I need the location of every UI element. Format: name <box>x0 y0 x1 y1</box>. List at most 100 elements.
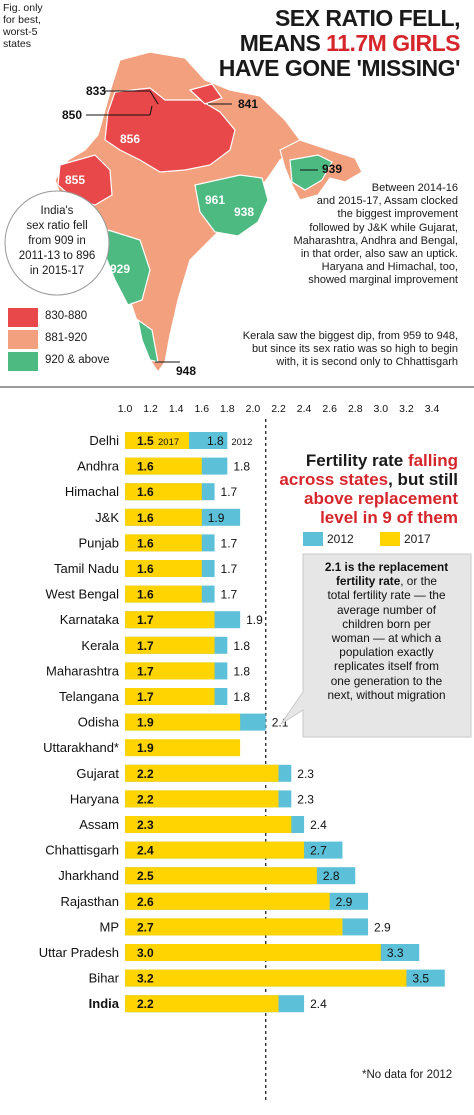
chart-title-red: falling <box>407 451 458 470</box>
callout-line-833-drop <box>149 90 159 105</box>
value-label-2017: 2.2 <box>137 767 154 781</box>
note-line: next, without migration <box>327 687 446 702</box>
year-tag-2012: 2012 <box>231 437 252 448</box>
bar-row: Kerala 1.7 1.8 <box>81 636 250 654</box>
x-tick-label: 1.0 <box>118 403 133 415</box>
headline-prefix: MEANS <box>239 30 327 56</box>
x-tick-label: 3.2 <box>399 403 414 415</box>
note-line: population exactly <box>339 645 434 660</box>
bar-row: Assam 2.3 2.4 <box>79 816 327 833</box>
paragraph-line: and 2015-17, Assam clocked <box>316 195 458 208</box>
paragraph-line: followed by J&K while Gujarat, <box>309 221 458 234</box>
value-label-2012: 1.8 <box>207 434 224 448</box>
category-label: Odisha <box>78 715 120 730</box>
bar-2017 <box>125 867 317 885</box>
replacement-rate-note: 2.1 is the replacement fertility rate, o… <box>305 560 468 702</box>
value-label-2012: 1.7 <box>221 536 238 550</box>
value-label-2017: 1.6 <box>137 460 154 474</box>
map-low-ratio-northwest <box>104 87 236 173</box>
value-label-2017: 2.5 <box>137 869 154 883</box>
india-circle-line: sex ratio fell <box>26 220 88 232</box>
bar-2017 <box>125 534 202 552</box>
map-high-ratio-northeast <box>289 154 333 191</box>
paragraph-line: in that order, also saw an uptick. <box>300 248 458 261</box>
value-label-2017: 2.3 <box>137 818 154 832</box>
section-divider <box>0 386 474 388</box>
bar-row: Karnataka 1.7 1.9 <box>60 611 263 629</box>
category-label: India <box>89 996 120 1011</box>
bar-2017 <box>125 764 279 782</box>
category-label: Telangana <box>59 689 120 704</box>
x-tick-label: 2.2 <box>271 403 286 415</box>
category-label: Andhra <box>77 459 120 474</box>
category-label: Gujarat <box>76 766 119 781</box>
value-label-2012: 2.4 <box>310 818 327 832</box>
callout-line-850-rise <box>149 105 153 116</box>
bar-2017 <box>125 739 241 757</box>
chart-title-plain: Fertility rate <box>305 451 408 470</box>
note-line: children born per <box>342 616 431 631</box>
india-circle-line: in 2015-17 <box>29 265 85 277</box>
fig-note-line: worst-5 <box>3 26 38 38</box>
india-circle-line: 2011-13 to 896 <box>18 250 96 262</box>
value-label-2012: 3.3 <box>387 946 404 960</box>
value-label-2012: 3.5 <box>412 972 429 986</box>
x-tick-label: 1.2 <box>143 403 158 415</box>
value-label-2012: 2.7 <box>310 844 327 858</box>
map-high-ratio-south <box>137 318 159 363</box>
value-label-2017: 1.6 <box>137 485 154 499</box>
x-tick-label: 3.0 <box>374 403 389 415</box>
value-label-2012: 1.8 <box>233 460 250 474</box>
paragraph-kerala: Kerala saw the biggest dip, from 959 to … <box>188 330 458 370</box>
chart-title-line-4: level in 9 of them <box>320 508 458 527</box>
bar-row: Chhattisgarh 2.4 2.7 <box>45 841 343 859</box>
bar-row: Himachal 1.6 1.7 <box>65 483 238 501</box>
value-label-2012: 2.9 <box>336 895 353 909</box>
category-label: West Bengal <box>46 587 120 602</box>
note-line: average number of <box>336 602 437 617</box>
x-tick-label: 2.6 <box>322 403 337 415</box>
india-map <box>4 51 363 374</box>
paragraph-line: but since its sex ratio was so high to b… <box>251 343 458 356</box>
bar-row: West Bengal 1.6 1.7 <box>46 585 238 603</box>
category-label: Bihar <box>89 971 120 986</box>
value-label-2017: 2.2 <box>137 792 154 806</box>
note-line: total fertility rate — the <box>327 588 446 603</box>
map-label-938: 938 <box>234 205 255 219</box>
map-high-ratio-east <box>194 174 269 237</box>
value-label-2017: 1.7 <box>137 690 154 704</box>
legend-swatch-2017 <box>380 532 400 546</box>
sex-ratio-map-section: Fig. only for best, worst-5 states SEX R… <box>0 0 474 385</box>
value-label-2017: 1.7 <box>137 639 154 653</box>
bar-rows: Delhi 1.5 1.8 2017 2012 Andhra 1.6 1.8 Himachal 1… <box>39 432 445 1013</box>
bar-row: Rajasthan 2.6 2.9 <box>60 892 369 910</box>
fig-note: Fig. only for best, worst-5 states <box>3 2 43 50</box>
fig-note-line: states <box>3 38 32 50</box>
category-label: Kerala <box>81 638 119 653</box>
india-circle-line: from 909 in <box>28 235 86 247</box>
paragraph-line: with, it is second only to Chhattisgarh <box>276 356 458 369</box>
bar-2017 <box>125 918 343 936</box>
value-label-2012: 2.9 <box>374 920 391 934</box>
value-label-2017: 1.5 <box>137 434 154 448</box>
legend-swatch-high <box>8 352 38 371</box>
legend-label-high: 920 & above <box>45 354 110 366</box>
paragraph-line: the biggest improvement <box>337 208 458 221</box>
note-line: woman — at which a <box>331 631 442 646</box>
value-label-2012: 2.3 <box>297 792 314 806</box>
value-label-2017: 1.9 <box>137 716 154 730</box>
bar-2017 <box>125 457 202 475</box>
bar-row: Telangana 1.7 1.8 <box>59 688 250 705</box>
note-bold: fertility rate <box>336 574 401 589</box>
category-label: Karnataka <box>60 612 120 627</box>
legend-label-mid: 881-920 <box>45 332 88 344</box>
bar-2017 <box>125 611 215 629</box>
category-label: Uttar Pradesh <box>39 945 119 960</box>
bar-2017 <box>125 841 305 859</box>
bar-2017 <box>125 892 330 910</box>
paragraph-line: Between 2014-16 <box>371 182 458 194</box>
bar-row: Andhra 1.6 1.8 <box>77 457 250 475</box>
value-label-2017: 1.7 <box>137 613 154 627</box>
value-label-2017: 2.2 <box>137 997 154 1011</box>
paragraph-line: Kerala saw the biggest dip, from 959 to … <box>242 330 458 342</box>
